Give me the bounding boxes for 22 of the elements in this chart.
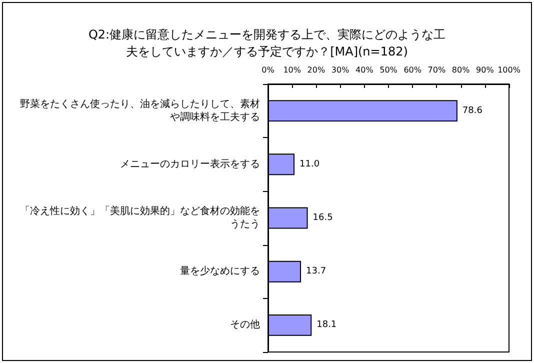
x-tick-label: 30%	[331, 66, 350, 74]
data-label: 13.7	[306, 266, 326, 277]
data-label: 11.0	[300, 159, 320, 170]
x-tick-label: 10%	[283, 66, 302, 74]
x-tick-label: 40%	[356, 66, 374, 74]
x-tick-label: 80%	[452, 66, 470, 74]
data-label: 78.6	[462, 106, 483, 116]
x-tick-label: 0%	[262, 66, 275, 74]
x-tick-label: 20%	[307, 66, 326, 74]
y-tick-label: その他	[230, 318, 260, 331]
x-tick-label: 50%	[380, 66, 398, 74]
x-tick-label: 100%	[498, 66, 521, 74]
y-tick-label: 「冷え性に効く」「美肌に効果的」など食材の効能をうたう	[20, 205, 260, 230]
y-tick-label: 量を少なめにする	[180, 265, 260, 278]
data-label: 16.5	[312, 213, 333, 223]
x-tick-label: 90%	[476, 66, 494, 74]
data-label: 18.1	[316, 320, 337, 330]
y-tick-label: メニューのカロリー表示をする	[120, 158, 260, 170]
y-tick-label: 野菜をたくさん使ったり、油を減らしたりして、素材や調味料を工夫する	[20, 98, 260, 123]
x-tick-label: 70%	[428, 66, 446, 74]
x-tick-label: 60%	[404, 66, 422, 74]
chart-title: Q2:健康に留意したメニューを開発する上で、実際にどのような工夫をしていますか／する予定ですか？[MA](n=182)	[88, 28, 446, 58]
